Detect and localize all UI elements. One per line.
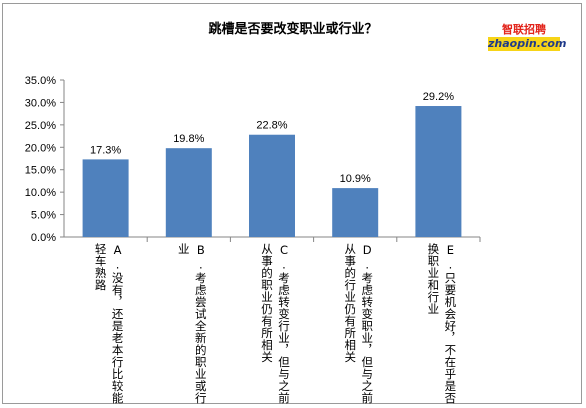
category-label-line: E.只要机会好，不在乎是否: [443, 243, 458, 404]
category-label-line: A.没有，还是老本行比较能: [110, 243, 125, 404]
data-label: 29.2%: [423, 91, 454, 103]
bar: [82, 159, 129, 237]
data-label: 22.8%: [256, 120, 287, 132]
category-label-line: D.考虑转变职业，但与之前: [360, 243, 375, 404]
y-tick-label: 20.0%: [25, 142, 56, 154]
category-label-line: 业: [176, 243, 191, 255]
y-tick-label: 25.0%: [25, 120, 56, 132]
bar: [415, 106, 462, 237]
bar: [165, 148, 212, 237]
chart-title: 跳槽是否要改变职业或行业？: [208, 22, 378, 37]
category-label-line: C.考虑转变行业，但与之前: [277, 243, 291, 404]
bar: [249, 134, 295, 237]
category-label-line: 轻车熟路: [93, 243, 108, 291]
y-tick-label: 5.0%: [31, 210, 56, 222]
bar: [332, 188, 379, 237]
zhaopin-logo: 智联招聘 zhaopin.com: [486, 22, 567, 54]
y-tick-label: 10.0%: [25, 187, 56, 199]
category-label-line: 从事的行业仍有所相关: [343, 243, 358, 363]
category-label-line: 换职业和行业: [426, 243, 441, 315]
logo-bottom-text: zhaopin.com: [488, 37, 567, 51]
y-tick-label: 0.0%: [31, 232, 56, 244]
y-tick-label: 30.0%: [25, 97, 56, 109]
category-label-line: 从事的职业仍有所相关: [260, 243, 274, 363]
data-label: 10.9%: [340, 173, 371, 185]
data-label: 19.8%: [173, 133, 204, 145]
y-tick-label: 15.0%: [25, 165, 56, 177]
logo-top-text: 智联招聘: [502, 23, 546, 36]
category-label-line: B.考虑尝试全新的职业或行: [193, 243, 208, 404]
data-label: 17.3%: [90, 144, 121, 156]
y-tick-label: 35.0%: [25, 75, 56, 87]
